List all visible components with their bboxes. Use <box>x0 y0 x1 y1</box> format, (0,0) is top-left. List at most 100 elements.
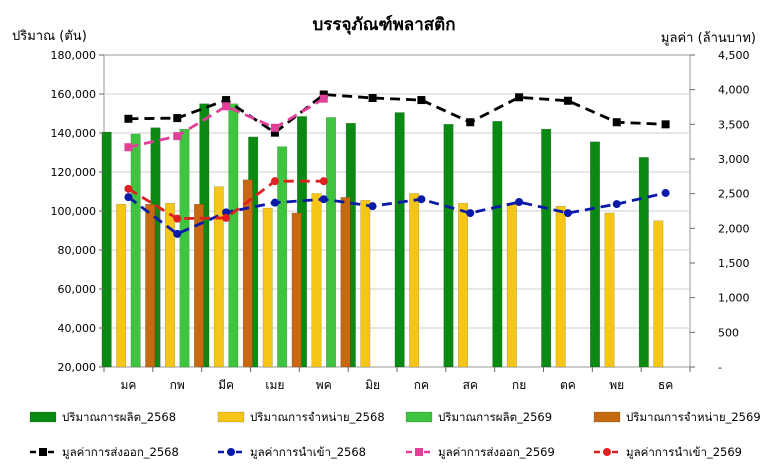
legend-swatch <box>29 411 57 423</box>
y-tick-label: 100,000 <box>51 205 97 218</box>
bar <box>242 179 253 368</box>
bar <box>638 157 649 368</box>
data-point <box>222 208 231 217</box>
data-point <box>270 177 279 186</box>
legend-marker <box>603 448 611 456</box>
data-point <box>319 90 328 99</box>
legend-label: ปริมาณการผลิต_2569 <box>438 410 552 424</box>
bar <box>311 193 322 368</box>
data-point <box>515 197 524 206</box>
chart-title: บรรจุภัณฑ์พลาสติก <box>313 14 456 35</box>
data-point <box>612 200 621 209</box>
bar <box>590 141 600 368</box>
data-point <box>612 118 621 127</box>
bar <box>443 123 454 368</box>
x-tick-label: กย <box>512 378 526 392</box>
bar <box>145 203 156 368</box>
bar <box>116 203 127 368</box>
bar <box>394 112 405 368</box>
data-point <box>222 102 231 111</box>
legend-marker <box>39 448 47 456</box>
legend-swatch <box>217 411 245 423</box>
data-point <box>515 93 524 102</box>
data-point <box>319 94 328 103</box>
data-point <box>270 123 279 132</box>
legend-label: มูลค่าการนำเข้า_2569 <box>626 445 742 459</box>
series-line <box>128 93 666 135</box>
bar <box>340 197 351 368</box>
y2-tick-label: 2,000 <box>718 222 750 235</box>
legend-label: มูลค่าการส่งออก_2568 <box>62 445 179 459</box>
data-point <box>173 114 182 123</box>
x-tick-label: กค <box>414 378 429 392</box>
data-point <box>466 209 475 218</box>
data-point <box>319 195 328 204</box>
x-tick-label: กพ <box>170 378 185 392</box>
data-point <box>222 213 231 222</box>
data-point <box>270 198 279 207</box>
bar <box>555 205 566 368</box>
legend-label: ปริมาณการจำหน่าย_2568 <box>250 410 385 424</box>
y2-tick-label: 4,000 <box>718 84 750 97</box>
y-tick-label: 20,000 <box>58 361 97 374</box>
data-point <box>124 114 133 123</box>
data-point <box>368 93 377 102</box>
x-tick-label: เมย <box>265 378 284 392</box>
data-point <box>173 132 182 141</box>
y-tick-label: 160,000 <box>51 88 97 101</box>
x-tick-label: พย <box>609 378 624 392</box>
data-point <box>661 188 670 197</box>
x-tick-label: มิย <box>365 378 380 392</box>
y2-tick-label: - <box>718 361 722 374</box>
y-tick-label: 40,000 <box>58 322 97 335</box>
y-tick-label: 60,000 <box>58 283 97 296</box>
legend-marker <box>227 448 235 456</box>
y-tick-label: 180,000 <box>51 49 97 62</box>
legend: ปริมาณการผลิต_2568 ปริมาณการจำหน่าย_2568 ป… <box>29 410 761 459</box>
x-tick-label: พค <box>316 378 332 392</box>
bar <box>194 203 204 368</box>
y-axis-label: ปริมาณ (ตัน) <box>12 29 87 44</box>
legend-swatch <box>405 411 433 423</box>
data-point <box>222 96 231 105</box>
bar <box>653 220 664 368</box>
bar <box>262 207 273 368</box>
x-tick-label: มค <box>120 378 136 392</box>
series-line <box>127 179 324 221</box>
bar <box>165 202 175 368</box>
data-point <box>124 143 133 152</box>
y2-tick-label: 3,500 <box>718 118 750 131</box>
legend-marker <box>415 448 423 456</box>
x-tick-label: ตค <box>560 378 576 392</box>
legend-swatch <box>593 411 621 423</box>
lines <box>124 90 670 238</box>
bar <box>291 212 302 368</box>
legend-label: มูลค่าการส่งออก_2569 <box>438 445 555 459</box>
y2-tick-label: 1,000 <box>718 292 750 305</box>
x-tick-label: สค <box>463 378 478 392</box>
axes <box>99 54 695 372</box>
y2-tick-label: 4,500 <box>718 49 750 62</box>
bar <box>492 121 503 368</box>
data-point <box>417 195 426 204</box>
data-point <box>270 128 279 137</box>
data-point <box>124 184 133 193</box>
bar <box>130 133 141 368</box>
bar <box>277 146 288 368</box>
bar <box>409 193 420 368</box>
y-tick-label: 80,000 <box>58 244 97 257</box>
data-point <box>417 96 426 105</box>
data-point <box>563 96 572 105</box>
data-point <box>661 120 670 129</box>
y-tick-label: 120,000 <box>51 166 97 179</box>
bar <box>604 212 615 368</box>
y-tick-label: 140,000 <box>51 127 97 140</box>
legend-label: มูลค่าการนำเข้า_2568 <box>250 445 366 459</box>
x-tick-label: มีค <box>218 378 234 392</box>
bar <box>326 117 336 368</box>
data-point <box>173 229 182 238</box>
bar <box>360 200 371 368</box>
y2-tick-label: 3,000 <box>718 153 750 166</box>
bar <box>458 202 468 368</box>
series-line <box>127 191 666 236</box>
